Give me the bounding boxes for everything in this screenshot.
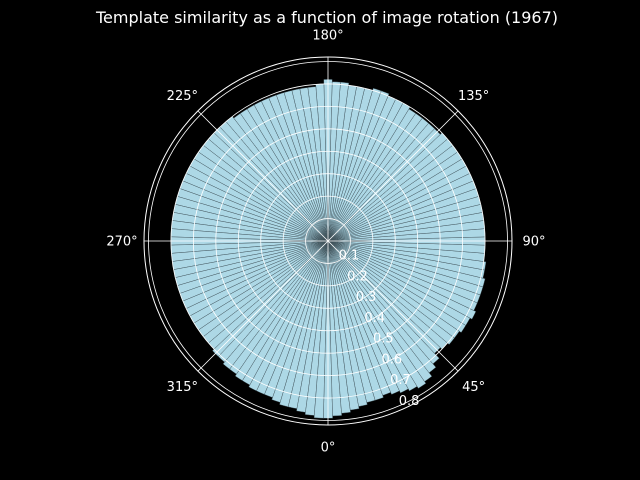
theta-grid-line xyxy=(327,240,459,372)
theta-grid-line xyxy=(197,240,329,372)
r-tick-label: 0.8 xyxy=(399,394,420,409)
polar-bar xyxy=(327,240,487,271)
theta-grid-line xyxy=(327,110,459,242)
polar-bar xyxy=(327,240,427,389)
theta-tick-label: 180° xyxy=(312,29,343,44)
polar-bar xyxy=(327,240,437,374)
polar-bar xyxy=(327,240,477,320)
polar-bar xyxy=(313,240,329,419)
chart-title: Template similarity as a function of ima… xyxy=(95,8,558,27)
polar-bar xyxy=(327,240,433,382)
theta-tick-label: 225° xyxy=(167,89,198,104)
theta-tick-label: 135° xyxy=(458,89,489,104)
grid-layer xyxy=(143,56,513,426)
theta-tick-label: 315° xyxy=(167,380,198,395)
polar-bar xyxy=(327,240,384,401)
theta-tick-labels: 0° 45° 90° 135° 180° 225° 270° 315° xyxy=(106,29,545,456)
theta-grid-line xyxy=(197,110,329,242)
r-tick-label: 0.2 xyxy=(347,269,368,284)
r-tick-label: 0.3 xyxy=(356,290,377,305)
polar-bar xyxy=(327,240,440,365)
r-tick-labels: 0.1 0.2 0.3 0.4 0.5 0.6 0.7 0.8 xyxy=(339,249,420,409)
r-tick-label: 0.4 xyxy=(364,311,385,326)
r-tick-label: 0.7 xyxy=(390,373,411,388)
theta-tick-label: 270° xyxy=(106,235,137,250)
polar-bar xyxy=(327,240,486,288)
r-tick-label: 0.5 xyxy=(373,332,394,347)
theta-tick-label: 0° xyxy=(321,441,336,456)
r-tick-label: 0.1 xyxy=(339,249,360,264)
r-tick-label: 0.6 xyxy=(382,352,403,367)
polar-bar xyxy=(327,87,382,242)
bars-layer xyxy=(170,79,487,419)
theta-tick-label: 90° xyxy=(522,235,545,250)
theta-tick-label: 45° xyxy=(462,380,485,395)
